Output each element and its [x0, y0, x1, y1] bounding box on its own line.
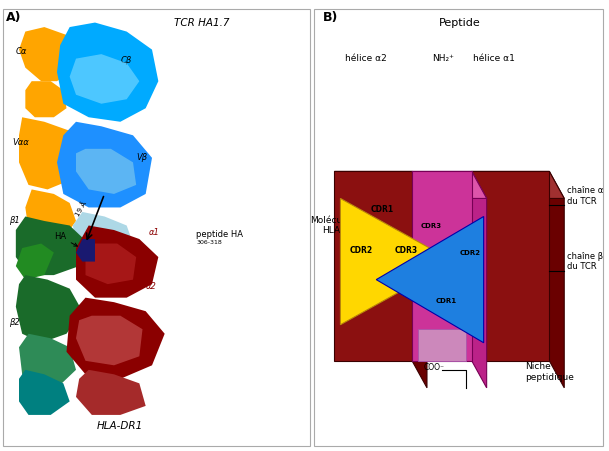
Text: Cβ: Cβ — [121, 56, 132, 65]
FancyBboxPatch shape — [3, 9, 311, 446]
Polygon shape — [340, 198, 454, 325]
FancyBboxPatch shape — [418, 329, 466, 361]
Text: α1: α1 — [149, 228, 160, 237]
Text: CDR2: CDR2 — [350, 246, 373, 255]
Text: Vβ: Vβ — [136, 153, 147, 162]
Text: CDR2: CDR2 — [460, 250, 481, 256]
Polygon shape — [16, 244, 54, 280]
Text: Vαα: Vαα — [13, 138, 29, 147]
Polygon shape — [66, 298, 164, 379]
Text: β2: β2 — [10, 318, 20, 327]
Polygon shape — [472, 171, 487, 388]
FancyBboxPatch shape — [314, 9, 603, 446]
Polygon shape — [26, 81, 66, 117]
Text: B): B) — [323, 11, 338, 24]
Text: 306-318: 306-318 — [196, 240, 222, 245]
Text: peptide HA: peptide HA — [196, 230, 244, 239]
Text: hélice α1: hélice α1 — [473, 54, 515, 63]
Polygon shape — [334, 171, 427, 198]
Polygon shape — [76, 239, 95, 262]
Text: α2: α2 — [146, 282, 157, 291]
Text: Cα: Cα — [16, 47, 27, 56]
Polygon shape — [376, 216, 484, 343]
FancyBboxPatch shape — [472, 171, 549, 361]
Text: HA: HA — [54, 232, 77, 246]
Polygon shape — [85, 244, 136, 284]
Polygon shape — [412, 171, 487, 198]
Polygon shape — [19, 117, 79, 189]
Polygon shape — [76, 226, 158, 298]
FancyBboxPatch shape — [334, 171, 412, 361]
Text: CDR1: CDR1 — [436, 298, 457, 304]
Polygon shape — [16, 275, 82, 343]
Text: hélice α2: hélice α2 — [345, 54, 387, 63]
Text: β1: β1 — [10, 216, 20, 226]
Polygon shape — [76, 316, 143, 365]
Polygon shape — [19, 334, 76, 388]
Polygon shape — [26, 189, 76, 239]
Polygon shape — [76, 370, 146, 415]
Text: Niche
peptidique: Niche peptidique — [526, 362, 574, 382]
FancyBboxPatch shape — [412, 171, 472, 361]
Polygon shape — [19, 370, 69, 415]
Text: 19 Å: 19 Å — [74, 200, 88, 217]
Polygon shape — [16, 216, 89, 275]
Text: CDR3: CDR3 — [394, 246, 417, 255]
Polygon shape — [73, 212, 133, 257]
Text: NH₂⁺: NH₂⁺ — [432, 54, 454, 63]
Text: HLA-DR1: HLA-DR1 — [97, 421, 144, 431]
Polygon shape — [19, 27, 82, 81]
Text: Peptide: Peptide — [439, 18, 481, 28]
Text: TCR HA1.7: TCR HA1.7 — [174, 18, 230, 28]
Polygon shape — [76, 149, 136, 194]
Polygon shape — [69, 54, 139, 104]
Text: CDR3: CDR3 — [421, 223, 442, 229]
Text: Molécule
HLA: Molécule HLA — [311, 216, 351, 235]
Text: chaîne β
du TCR: chaîne β du TCR — [567, 252, 604, 272]
Text: CDR1: CDR1 — [370, 205, 393, 214]
Polygon shape — [57, 122, 152, 207]
Polygon shape — [412, 171, 427, 388]
Text: COO⁻: COO⁻ — [424, 363, 445, 372]
Polygon shape — [549, 171, 564, 388]
Text: chaîne α
du TCR: chaîne α du TCR — [567, 186, 604, 206]
Text: A): A) — [6, 11, 22, 24]
Polygon shape — [57, 23, 158, 122]
Polygon shape — [472, 171, 564, 198]
